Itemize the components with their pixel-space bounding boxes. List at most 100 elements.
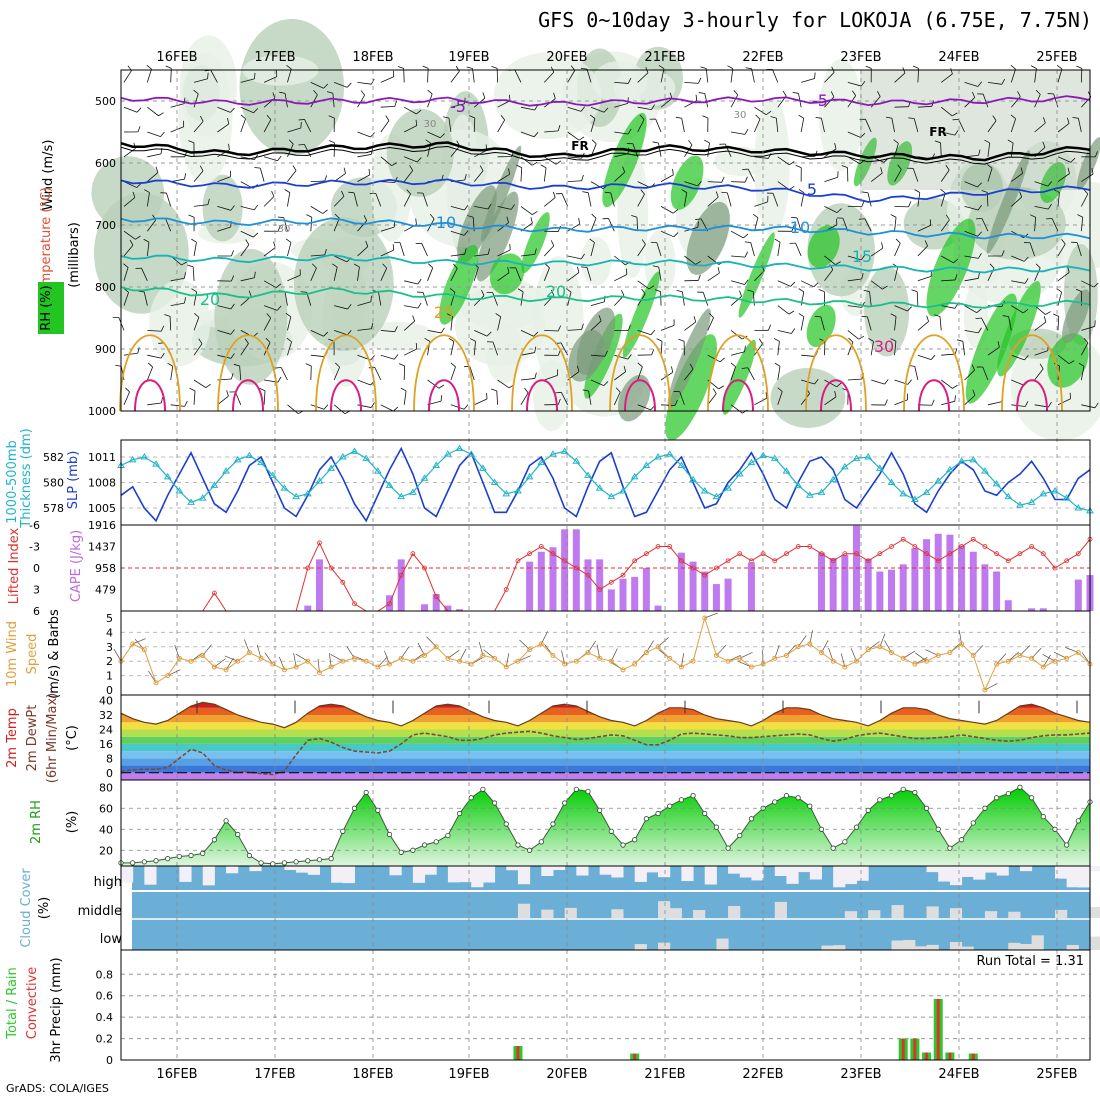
rh-moist-band [807, 225, 840, 268]
wind-barb-flag [673, 232, 679, 238]
cloud-high-gap [728, 866, 741, 874]
wind-barb-flag [798, 313, 805, 318]
isotherm-25 [413, 334, 475, 412]
wind-barb-flag [977, 204, 982, 211]
wind-barb-flag [858, 218, 865, 220]
cloud-middle-gap [1054, 909, 1068, 918]
cloud-high-gap [646, 866, 659, 873]
rh-moist-band [722, 339, 756, 415]
wind-barb [731, 131, 745, 135]
wind-barb-flag [136, 107, 142, 113]
lifted-index-marker [702, 572, 708, 578]
lifted-index-marker [947, 551, 953, 557]
wind-barb [567, 272, 580, 282]
wind10-marker [1005, 658, 1011, 664]
wind-barb-flag [700, 66, 707, 69]
wind-barb [1057, 272, 1070, 282]
wind-barb-flag [510, 204, 515, 210]
rh2m-marker [655, 810, 661, 817]
wind-barb-flag [189, 387, 196, 392]
wind-barb [754, 270, 765, 282]
cloud-middle-gap [926, 906, 939, 918]
wind-barb-flag [865, 65, 872, 69]
precip-convective-bar [633, 1053, 637, 1060]
wind-barb-flag [516, 164, 522, 168]
wind-barb [263, 76, 277, 83]
wind-barb-flag [591, 213, 597, 219]
wind-barb [374, 367, 382, 381]
wind-barb [777, 280, 791, 287]
wind-barb [240, 106, 254, 114]
temp2m-axis-label-minmax: (6hr Min/Max) [45, 693, 60, 783]
rh2m-marker [562, 800, 568, 806]
temp2m-tick-label: 8 [106, 752, 113, 765]
cloud-high-gap [704, 866, 717, 885]
wind-barb-flag [1002, 315, 1009, 318]
wind-barb-flag [934, 314, 941, 317]
wind-barb [403, 390, 407, 405]
wind-barb-flag [253, 72, 256, 79]
wind-barb [263, 317, 272, 331]
wind-barb [143, 291, 148, 306]
wind-barb-flag [137, 347, 140, 354]
wind-barb-flag [721, 176, 725, 183]
wind-barb [865, 119, 872, 133]
thickness-marker [572, 457, 581, 464]
thickness-marker [362, 454, 371, 461]
rh2m-marker [608, 828, 614, 834]
cape-bar [934, 533, 942, 611]
wind-barb-flag [464, 204, 469, 211]
wind-barb [1051, 218, 1059, 232]
wind-barb-flag [890, 313, 897, 317]
isotherm-30 [526, 379, 558, 412]
wind-barb-flag [882, 285, 888, 290]
lifted-index-marker [1064, 558, 1070, 564]
wind-barb [520, 392, 529, 406]
wind-barb-flag [752, 213, 759, 218]
rh2m-marker [643, 816, 649, 822]
wind-barb [1057, 354, 1070, 365]
wind-barb [217, 354, 232, 359]
cloud-high-gap [459, 866, 472, 883]
wind10-marker [340, 658, 346, 664]
rh-shade [770, 367, 846, 428]
rh2m-marker [293, 859, 299, 865]
wind-barb-flag [230, 205, 235, 211]
wind-barb-flag [365, 240, 369, 247]
wind-barb [450, 230, 465, 236]
wind-barb [824, 96, 835, 108]
wind10-axis-label-2: Speed [25, 634, 40, 675]
cloud-high-gap [179, 866, 192, 882]
cloud-high-gap [599, 866, 612, 875]
wind-barb-flag [415, 218, 417, 225]
wind-barb-flag [188, 214, 195, 218]
wind-barb [193, 390, 196, 405]
wind-barb-flag [508, 94, 511, 101]
rh2m-marker [456, 810, 463, 817]
wind-barb [497, 379, 510, 389]
lifted-index-marker [515, 558, 521, 564]
cloud-low-gap [914, 946, 928, 950]
rh2m-marker [1075, 818, 1081, 824]
wind-barb-flag [868, 337, 874, 342]
wind-barb [941, 305, 956, 309]
wind-barb-flag [207, 198, 210, 205]
wind-barb [193, 93, 199, 108]
date-label-bottom: 23FEB [840, 1067, 881, 1082]
cloud-middle-gap [564, 907, 577, 918]
wind10-marker [783, 652, 789, 658]
wind-barb [544, 197, 556, 207]
wind-barb-flag [207, 72, 209, 79]
rh2m-marker [573, 786, 579, 792]
lifted-index-marker [573, 565, 579, 571]
precip-axis-label: 3hr Precip (mm) [49, 957, 64, 1062]
wind-barb-flag [698, 274, 701, 281]
isotherm-30 [624, 379, 656, 412]
wind-barb-flag [934, 140, 941, 144]
wind10-marker [1017, 652, 1023, 658]
wind-barb [964, 255, 979, 259]
thickness-marker [922, 488, 931, 495]
wind-barb [704, 93, 709, 108]
wind-barb [310, 94, 318, 108]
wind-barb-flag [681, 189, 687, 193]
